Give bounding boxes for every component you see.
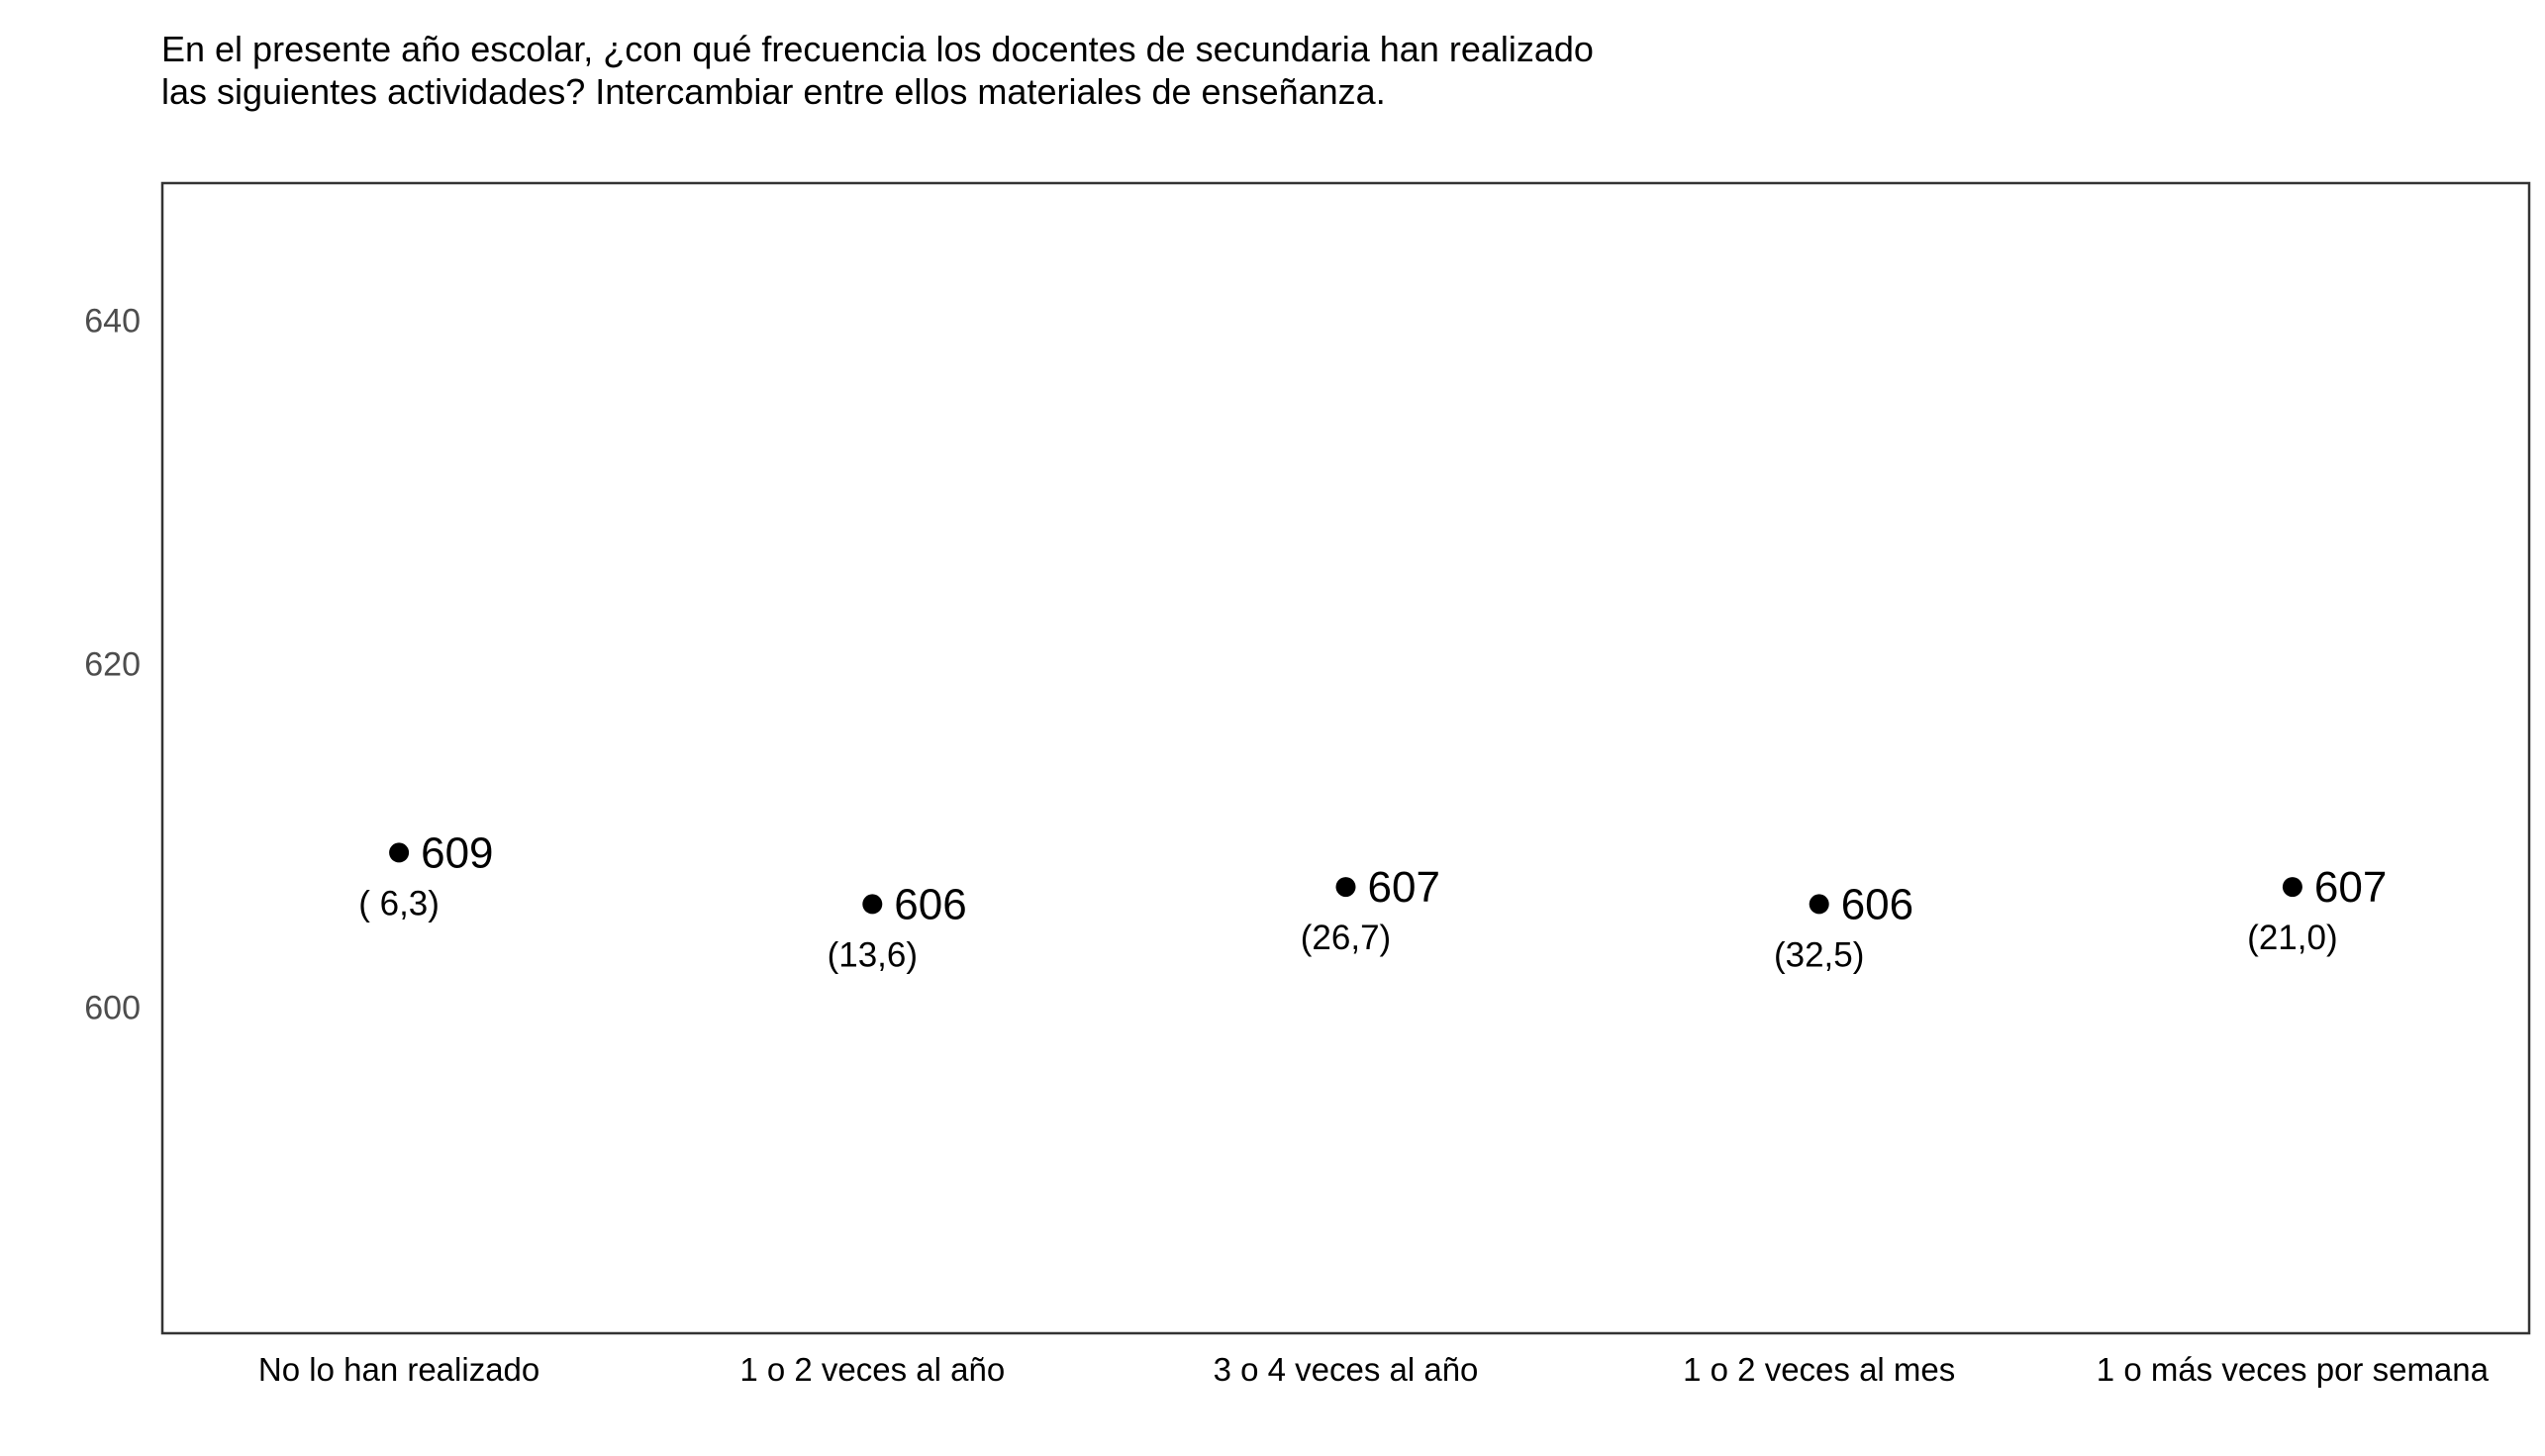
x-axis-ticks: No lo han realizado 1 o 2 veces al año 3 o… — [258, 1351, 2490, 1388]
chart-title: En el presente año escolar, ¿con qué fre… — [161, 29, 1594, 112]
data-value-label: 606 — [1841, 880, 1913, 928]
y-tick-label: 600 — [84, 989, 141, 1026]
data-percentage-label: (13,6) — [828, 935, 918, 974]
data-point — [1335, 877, 1356, 898]
data-value-label: 609 — [421, 828, 493, 877]
data-value-label: 607 — [2314, 863, 2387, 912]
data-percentage-label: (32,5) — [1774, 935, 1864, 974]
plot-frame — [160, 181, 2531, 1335]
y-axis-ticks: 600 620 640 — [84, 303, 141, 1027]
data-points: 609 ( 6,3) 606 (13,6) 607 (26,7) 606 (32,5) 607 (… — [358, 828, 2387, 974]
data-percentage-label: ( 6,3) — [358, 884, 440, 922]
data-value-label: 607 — [1368, 863, 1440, 912]
x-tick-label: 1 o más veces por semana — [2097, 1351, 2490, 1388]
x-tick-label: 3 o 4 veces al año — [1214, 1351, 1479, 1388]
data-value-label: 606 — [894, 880, 966, 928]
x-tick-label: 1 o 2 veces al año — [739, 1351, 1005, 1388]
x-tick-label: No lo han realizado — [258, 1351, 539, 1388]
data-percentage-label: (26,7) — [1301, 919, 1391, 957]
y-tick-label: 640 — [84, 303, 141, 340]
data-point — [2282, 877, 2302, 898]
y-tick-label: 620 — [84, 646, 141, 684]
x-tick-label: 1 o 2 veces al mes — [1683, 1351, 1955, 1388]
data-point — [389, 842, 410, 863]
data-point — [1809, 894, 1829, 915]
data-percentage-label: (21,0) — [2247, 919, 2337, 957]
data-point — [862, 894, 883, 915]
